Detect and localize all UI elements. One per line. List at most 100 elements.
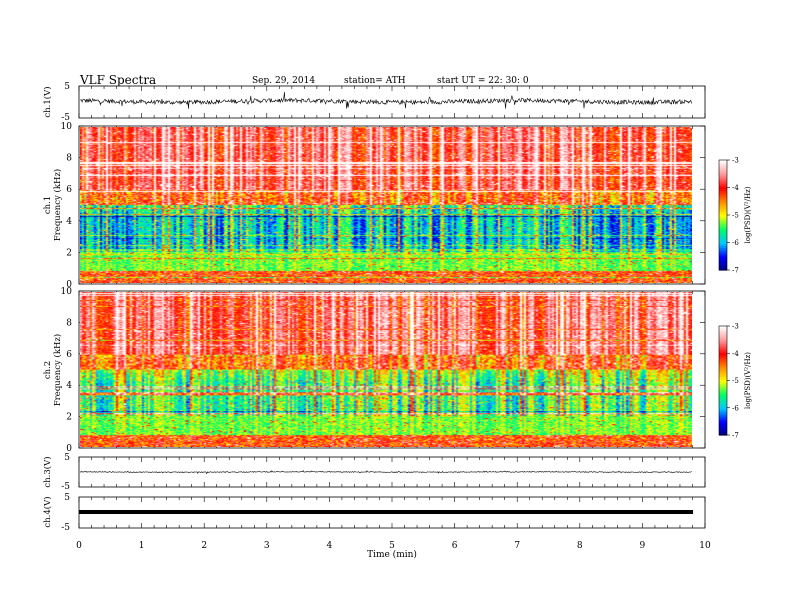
- colorbar-segment: [719, 174, 727, 178]
- x-tick-label-2: 2: [201, 541, 207, 551]
- colorbar-segment: [719, 407, 727, 411]
- colorbar-segment: [719, 331, 727, 334]
- colorbar-segment: [719, 160, 727, 163]
- colorbar-tick-label: -4: [732, 184, 739, 192]
- ch2-colorbar: -3 -4 -5 -6 -7 log(PSD)(V²/Hz): [718, 323, 752, 440]
- ch1-spectrogram-ylabel-freq: Frequency (kHz): [52, 169, 63, 241]
- colorbar-segment: [719, 183, 727, 187]
- y-tick-label-6: 6: [66, 185, 72, 195]
- ch4-waveform-panel: 5 -5 ch.4(V): [42, 493, 706, 533]
- x-tick-label-6: 6: [452, 541, 458, 551]
- colorbar-segment: [719, 355, 727, 358]
- colorbar-segment: [719, 385, 727, 389]
- colorbar-segment: [719, 185, 727, 189]
- colorbar-segment: [719, 356, 727, 360]
- colorbar-segment: [719, 422, 727, 425]
- colorbar-segment: [719, 180, 727, 183]
- colorbar-segment: [719, 249, 727, 253]
- colorbar-segment: [719, 255, 727, 258]
- colorbar-segment: [719, 204, 727, 207]
- colorbar-segment: [719, 349, 727, 353]
- y-tick-label-4: 4: [66, 217, 72, 227]
- colorbar-segment: [719, 384, 727, 387]
- y-tick-label-8: 8: [66, 318, 72, 328]
- colorbar-segment: [719, 235, 727, 238]
- colorbar-segment: [719, 248, 727, 251]
- colorbar-segment: [719, 418, 727, 422]
- y-tick-label-10: 10: [61, 122, 73, 132]
- colorbar-segment: [719, 360, 727, 363]
- colorbar-label: log(PSD)(V²/Hz): [744, 186, 752, 243]
- colorbar-segment: [719, 171, 727, 174]
- colorbar-segment: [719, 327, 727, 331]
- colorbar-segment: [719, 262, 727, 266]
- colorbar-segment: [719, 194, 727, 198]
- colorbar-segment: [719, 266, 727, 269]
- ch1-waveform-line: [79, 91, 693, 109]
- colorbar-segment: [719, 238, 727, 242]
- colorbar-segment: [719, 216, 727, 220]
- colorbar-tick-label: -5: [732, 377, 739, 385]
- ch1-spectrogram-image: [80, 127, 692, 283]
- colorbar-segment: [719, 244, 727, 247]
- x-tick-label-5: 5: [389, 541, 395, 551]
- ch3-ytick-top: 5: [64, 453, 70, 463]
- ch1-colorbar: -3 -4 -5 -6 -7 log(PSD)(V²/Hz): [718, 157, 752, 275]
- colorbar-segment: [719, 351, 727, 354]
- colorbar-segment: [719, 220, 727, 223]
- colorbar-label: log(PSD)(V²/Hz): [744, 352, 752, 409]
- colorbar-segment: [719, 191, 727, 194]
- colorbar-segment: [719, 395, 727, 398]
- colorbar-segment: [719, 233, 727, 236]
- colorbar-segment: [719, 326, 727, 329]
- colorbar-segment: [719, 415, 727, 418]
- colorbar-segment: [719, 202, 727, 205]
- colorbar-segment: [719, 347, 727, 351]
- colorbar-segment: [719, 178, 727, 181]
- colorbar-segment: [719, 344, 727, 347]
- x-tick-label-7: 7: [514, 541, 520, 551]
- colorbar-tick-label: -3: [732, 323, 739, 331]
- ch3-ytick-bottom: -5: [61, 482, 70, 492]
- x-axis-ticks: 0 1 2 3 4 5 6 7 8 9 10: [76, 86, 711, 551]
- colorbar-segment: [719, 416, 727, 420]
- colorbar-segment: [719, 251, 727, 255]
- colorbar-segment: [719, 365, 727, 369]
- colorbar-segment: [719, 163, 727, 167]
- colorbar-segment: [719, 333, 727, 336]
- x-tick-label-8: 8: [577, 541, 583, 551]
- ch4-ytick-bottom: -5: [61, 523, 70, 533]
- colorbar-segment: [719, 231, 727, 234]
- y-tick-label-0: 0: [66, 280, 72, 290]
- colorbar-segment: [719, 169, 727, 172]
- colorbar-segment: [719, 376, 727, 380]
- ch4-ylabel: ch.4(V): [42, 496, 53, 527]
- start-ut-label: start UT = 22: 30: 0: [437, 76, 529, 86]
- colorbar-segment: [719, 198, 727, 201]
- colorbar-segment: [719, 429, 727, 432]
- colorbar-segment: [719, 205, 727, 209]
- ch1-ytick-bottom: -5: [61, 113, 70, 123]
- colorbar-segment: [719, 253, 727, 256]
- colorbar-segment: [719, 200, 727, 203]
- colorbar-segment: [719, 211, 727, 214]
- colorbar-segment: [719, 215, 727, 218]
- colorbar-segment: [719, 402, 727, 405]
- colorbar-segment: [719, 431, 727, 434]
- colorbar-segment: [719, 391, 727, 394]
- colorbar-segment: [719, 268, 727, 271]
- colorbar-segment: [719, 342, 727, 345]
- colorbar-tick-label: -6: [732, 404, 739, 412]
- colorbar-segment: [719, 336, 727, 340]
- colorbar-segment: [719, 367, 727, 371]
- colorbar-segment: [719, 387, 727, 391]
- colorbar-segment: [719, 427, 727, 431]
- colorbar-segment: [719, 380, 727, 383]
- colorbar-segment: [719, 187, 727, 190]
- colorbar-segment: [719, 176, 727, 179]
- colorbar-segment: [719, 207, 727, 211]
- colorbar-segment: [719, 373, 727, 376]
- colorbar-segment: [719, 224, 727, 227]
- colorbar-segment: [719, 213, 727, 216]
- ch1-ylabel: ch.1(V): [42, 86, 53, 117]
